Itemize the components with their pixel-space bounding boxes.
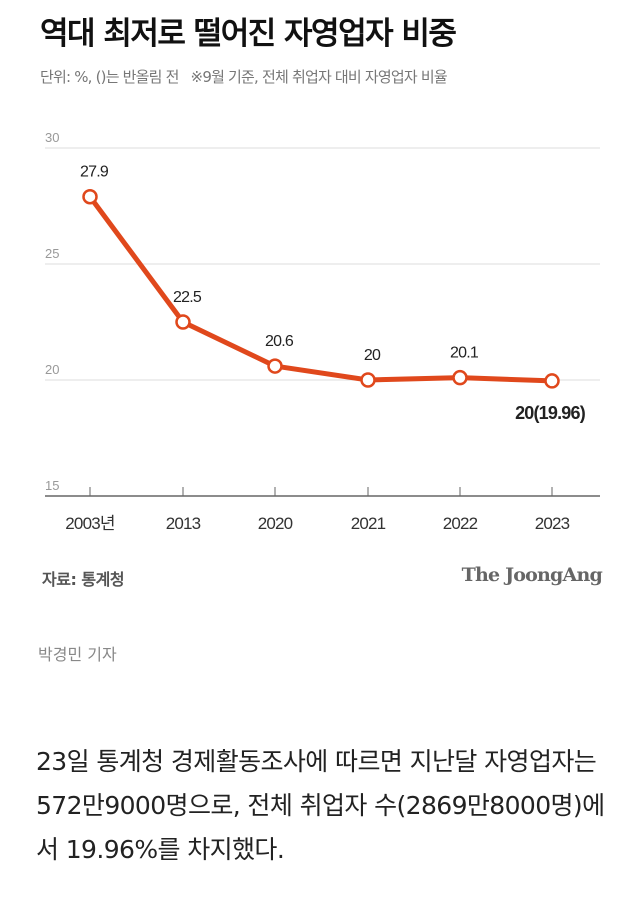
data-point (452, 369, 468, 386)
data-label: 27.9 (80, 164, 109, 181)
x-tick-label: 2003년 (65, 514, 114, 533)
article-body: 23일 통계청 경제활동조사에 따르면 지난달 자영업자는 572만9000명으… (36, 747, 605, 864)
data-label: 22.5 (173, 289, 202, 306)
x-tick-label: 2023 (535, 514, 570, 533)
x-tick-label: 2020 (258, 514, 293, 533)
data-label: 20.6 (265, 333, 294, 350)
y-tick-label: 25 (45, 246, 59, 261)
chart-source: 자료: 통계청 (42, 570, 125, 589)
x-tick-label: 2021 (351, 514, 386, 533)
data-label: 20.1 (450, 345, 479, 362)
data-point (175, 314, 191, 330)
series-line (87, 195, 553, 384)
data-label: 20(19.96) (515, 403, 586, 423)
data-point (360, 372, 376, 388)
data-point (544, 373, 560, 389)
x-tick-label: 2013 (166, 514, 201, 533)
chart-title: 역대 최저로 떨어진 자영업자 비중 (40, 16, 457, 52)
x-tick-label: 2022 (443, 514, 478, 533)
data-point (82, 188, 98, 205)
chart-subtitle: 단위: %, ()는 반올림 전 ※9월 기준, 전체 취업자 대비 자영업자 … (40, 68, 448, 86)
publisher-logo: The JoongAng (461, 564, 603, 586)
data-point (267, 358, 283, 374)
y-tick-label: 30 (45, 130, 59, 145)
byline: 박경민 기자 (38, 645, 117, 664)
data-label: 20 (364, 347, 381, 364)
line-chart: 30 25 20 15 2003년 2013 2020 2021 2022 2023 27.9 22.… (45, 130, 600, 533)
y-tick-label: 15 (45, 478, 59, 493)
y-tick-label: 20 (45, 362, 59, 377)
